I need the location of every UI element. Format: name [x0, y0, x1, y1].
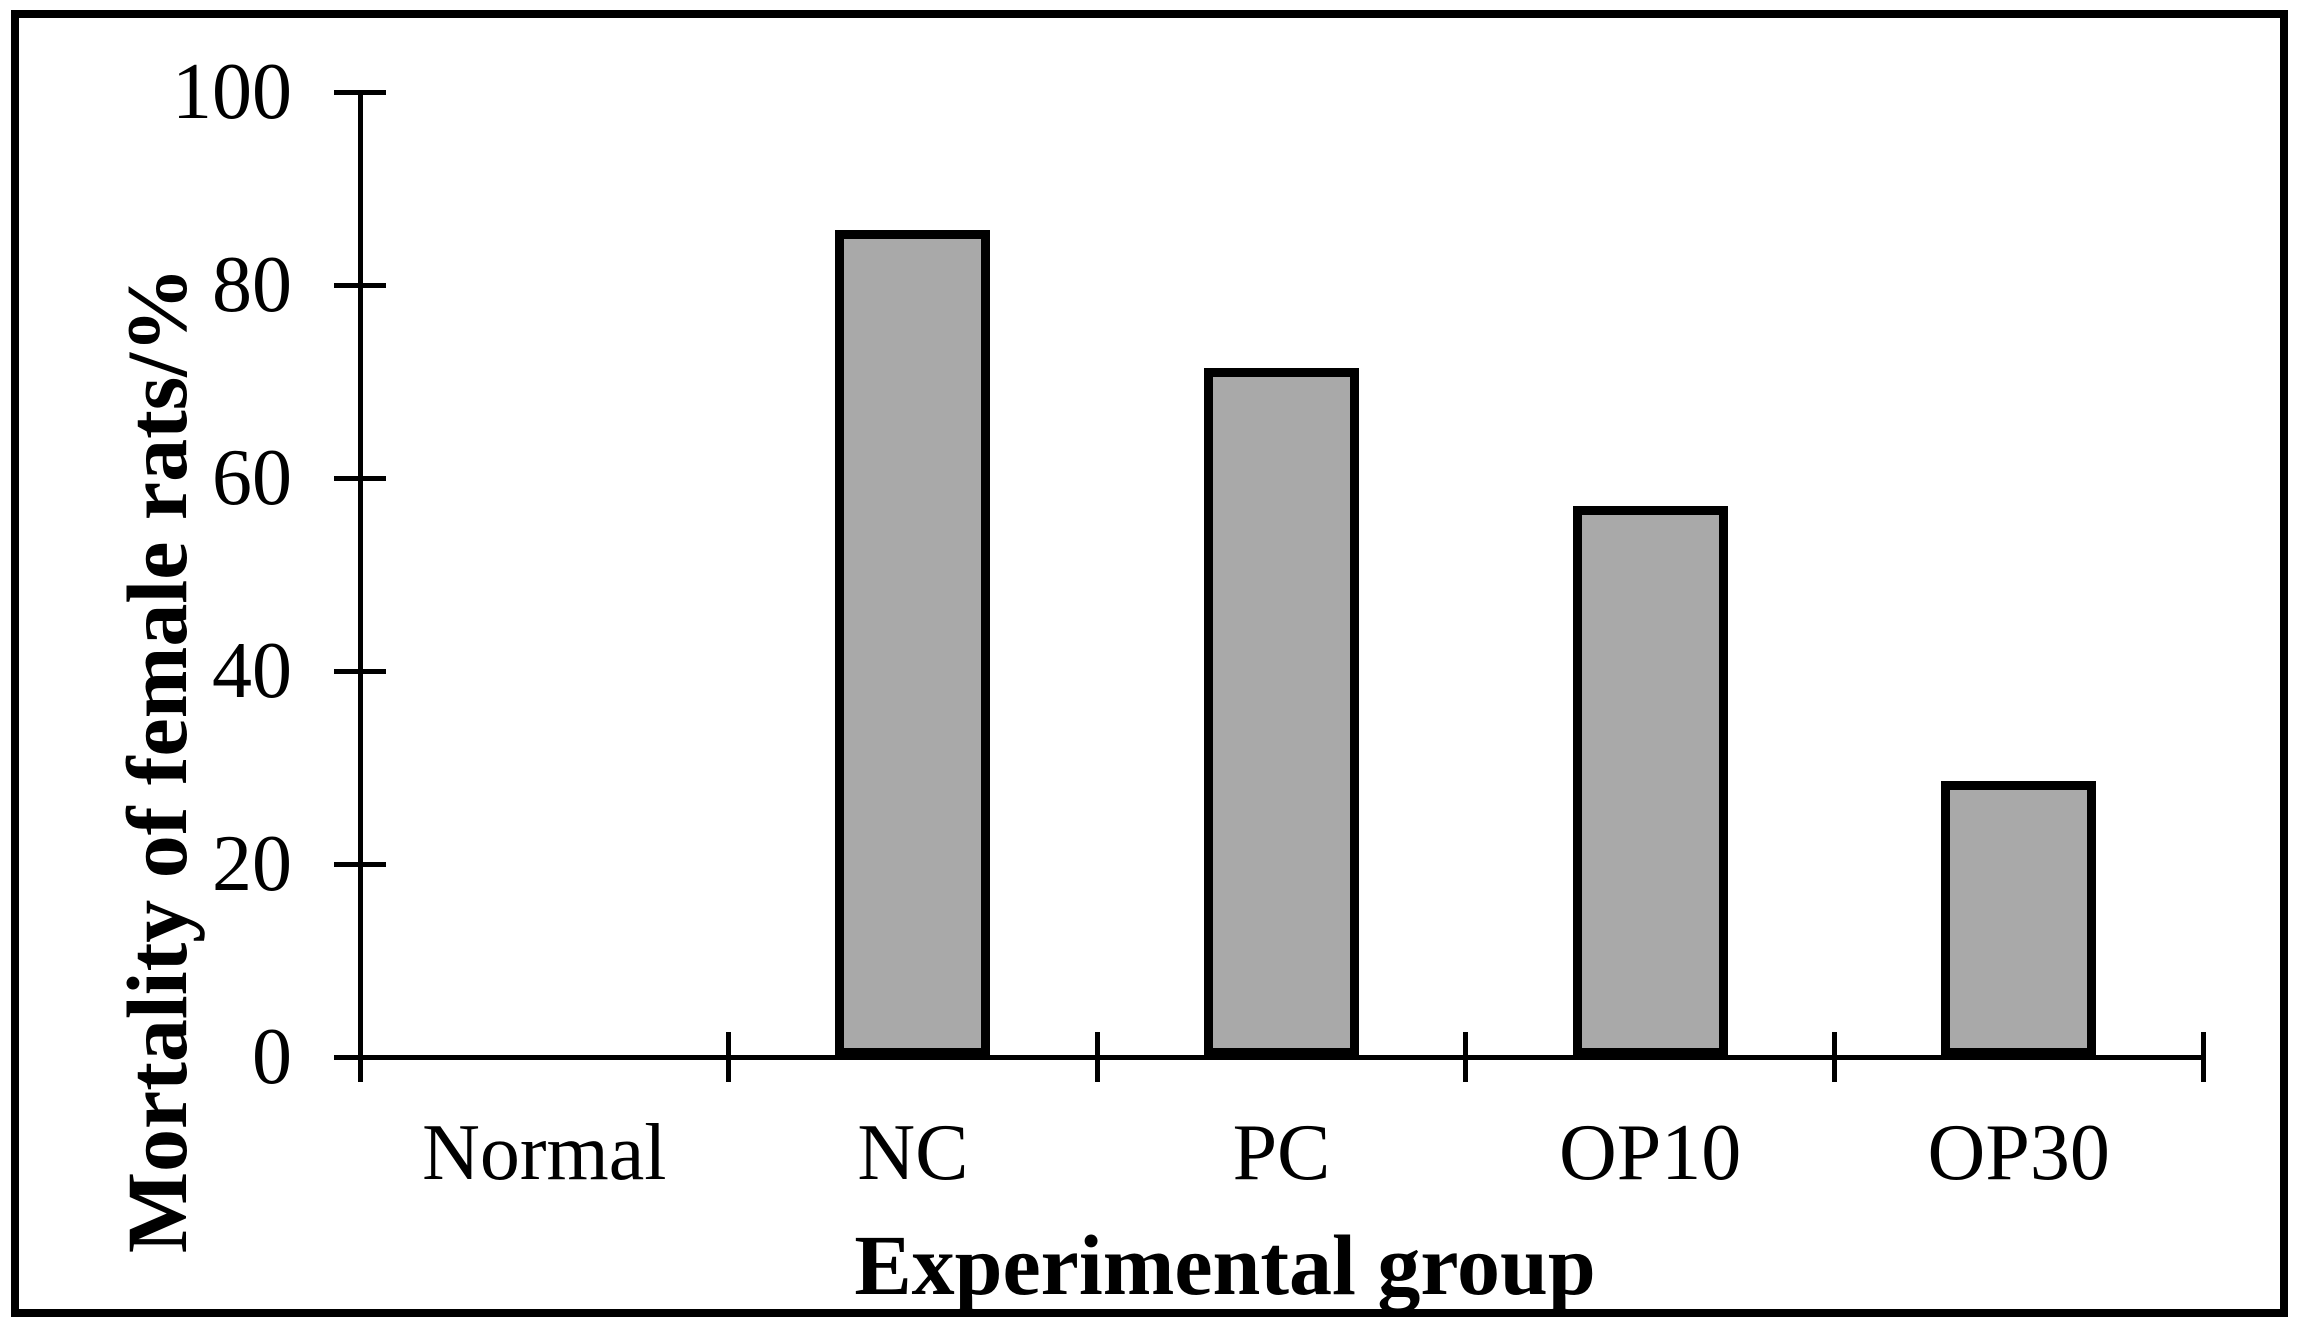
y-tick: [334, 475, 386, 481]
y-tick-label: 0: [252, 1013, 292, 1101]
x-tick: [1094, 1032, 1100, 1082]
y-tick: [334, 861, 386, 867]
x-category-label: NC: [857, 1109, 969, 1197]
y-axis-title: Mortality of female rats/%: [109, 266, 205, 1254]
bar: [1204, 368, 1359, 1057]
y-tick: [334, 89, 386, 95]
y-tick-label: 40: [212, 627, 292, 715]
x-tick: [1463, 1032, 1469, 1082]
bar: [1941, 781, 2097, 1057]
x-category-label: OP30: [1927, 1109, 2110, 1197]
x-category-label: OP10: [1558, 1109, 1742, 1197]
x-tick: [726, 1032, 732, 1082]
x-category-label: PC: [1232, 1109, 1331, 1197]
y-tick: [334, 282, 386, 288]
x-tick: [2200, 1032, 2206, 1082]
y-tick-label: 100: [172, 48, 292, 136]
y-tick-label: 20: [212, 820, 292, 908]
chart-frame: [11, 10, 2288, 1317]
x-axis-title: Experimental group: [854, 1217, 1596, 1313]
y-tick: [334, 668, 386, 674]
bar: [835, 230, 991, 1057]
y-tick-label: 80: [212, 241, 292, 329]
x-tick: [1831, 1032, 1837, 1082]
x-tick: [357, 1032, 363, 1082]
bar: [1572, 506, 1728, 1057]
x-axis-line: [360, 1054, 2203, 1060]
y-tick-label: 60: [212, 434, 292, 522]
x-category-label: Normal: [422, 1109, 667, 1197]
y-axis-line: [357, 92, 363, 1060]
